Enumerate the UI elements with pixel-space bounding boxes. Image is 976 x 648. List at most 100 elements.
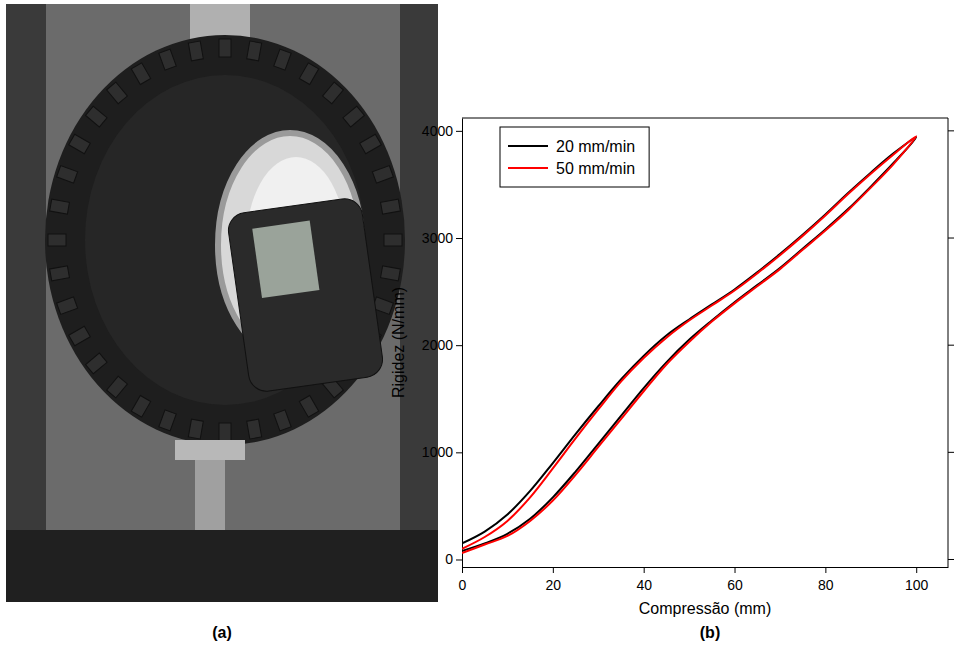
legend-swatch	[508, 167, 548, 169]
legend-label: 20 mm/min	[556, 138, 635, 155]
tread-block	[131, 63, 150, 85]
frame-top	[462, 118, 948, 119]
x-tick: 80	[818, 567, 834, 593]
chart: 02040608010001000200030004000Compressão …	[390, 118, 954, 617]
tread-block	[50, 266, 70, 281]
series-line	[462, 136, 916, 553]
frame-right	[948, 118, 949, 567]
controller-screen	[252, 221, 319, 298]
x-tick-label: 100	[905, 577, 929, 593]
y-tick-label: 3000	[422, 230, 453, 246]
tread-block	[219, 423, 231, 441]
tread-block	[299, 395, 318, 417]
tread-block	[247, 41, 262, 61]
x-axis-title: Compressão (mm)	[639, 600, 771, 617]
tread-block	[131, 395, 150, 417]
tread-block	[50, 199, 70, 214]
x-axis: 0 20 40 60 80 100	[459, 567, 949, 593]
x-tick-label: 0	[459, 577, 467, 593]
legend: 20 mm/min 50 mm/min	[500, 127, 649, 187]
y-tick-mark	[456, 131, 462, 132]
tread-block	[372, 166, 393, 183]
x-tick-mark	[644, 567, 645, 573]
tread-block	[48, 234, 66, 246]
y-tick-mark	[456, 452, 462, 453]
tread-block	[274, 49, 291, 70]
y-tick: 2000	[422, 337, 462, 353]
tread-block	[159, 49, 176, 70]
y-tick: 3000	[422, 230, 462, 246]
figure: 02040608010001000200030004000Compressão …	[0, 0, 976, 648]
legend-box	[500, 127, 649, 187]
x-tick: 0	[459, 567, 467, 593]
series-line	[462, 137, 916, 551]
x-tick-mark	[735, 567, 736, 573]
y-tick-mark	[456, 559, 462, 560]
fixture-post	[195, 460, 225, 530]
y-tick: 0	[445, 551, 462, 567]
x-axis-line	[463, 567, 949, 568]
tread-block	[69, 134, 91, 153]
panel-label: (a)	[212, 624, 232, 641]
x-tick-mark	[825, 567, 826, 573]
x-tick: 60	[727, 567, 743, 593]
y-axis: 0 1000 2000 3000 4000	[422, 119, 463, 568]
tread-block	[384, 234, 402, 246]
x-tick: 40	[636, 567, 652, 593]
y-tick: 4000	[422, 123, 462, 139]
x-tick: 20	[546, 567, 562, 593]
x-tick-mark	[553, 567, 554, 573]
x-tick-mark	[462, 567, 463, 573]
photo-background	[6, 4, 438, 602]
tyre	[45, 35, 405, 445]
tread-block	[69, 326, 91, 345]
photo-panel	[6, 4, 438, 602]
tread-block	[57, 166, 78, 183]
tread-block	[381, 199, 401, 214]
tread-block	[299, 63, 318, 85]
tread-block	[107, 376, 128, 398]
y-tick: 1000	[422, 444, 462, 460]
tread-block	[323, 82, 344, 104]
tick-mark-right	[948, 452, 954, 453]
machine-base	[6, 530, 438, 602]
lines	[462, 136, 916, 553]
tread-block	[57, 297, 78, 314]
tread-block	[86, 353, 108, 374]
tread-block	[159, 410, 176, 431]
x-tick-label: 20	[546, 577, 562, 593]
tread-block	[360, 134, 382, 153]
panel-label: (b)	[700, 624, 720, 641]
tread-block	[274, 410, 291, 431]
y-tick-label: 0	[445, 551, 453, 567]
x-tick: 100	[905, 567, 929, 593]
y-axis-line	[462, 119, 463, 568]
y-tick-mark	[456, 345, 462, 346]
tread-block	[188, 41, 203, 61]
x-tick-label: 80	[818, 577, 834, 593]
tread-block	[219, 39, 231, 57]
y-axis-title: Rigidez (N/mm)	[390, 287, 407, 398]
tread-block	[188, 419, 203, 439]
tick-mark-right	[948, 345, 954, 346]
tyre-tread	[48, 39, 402, 441]
y-tick-label: 2000	[422, 337, 453, 353]
legend-swatch	[508, 145, 548, 147]
tick-mark-right	[948, 238, 954, 239]
tread-block	[381, 266, 401, 281]
x-tick-label: 40	[636, 577, 652, 593]
tread-block	[247, 419, 262, 439]
tread-block	[107, 82, 128, 104]
machine-column	[6, 4, 46, 602]
x-tick-mark	[916, 567, 917, 573]
lower-fixture	[175, 440, 245, 460]
legend-label: 50 mm/min	[556, 160, 635, 177]
tread-block	[343, 106, 365, 127]
y-tick-label: 4000	[422, 123, 453, 139]
y-tick-label: 1000	[422, 444, 453, 460]
y-tick-mark	[456, 238, 462, 239]
tick-mark-right	[948, 559, 954, 560]
tread-block	[86, 106, 108, 127]
tick-mark-right	[948, 130, 954, 131]
controller	[226, 196, 385, 393]
